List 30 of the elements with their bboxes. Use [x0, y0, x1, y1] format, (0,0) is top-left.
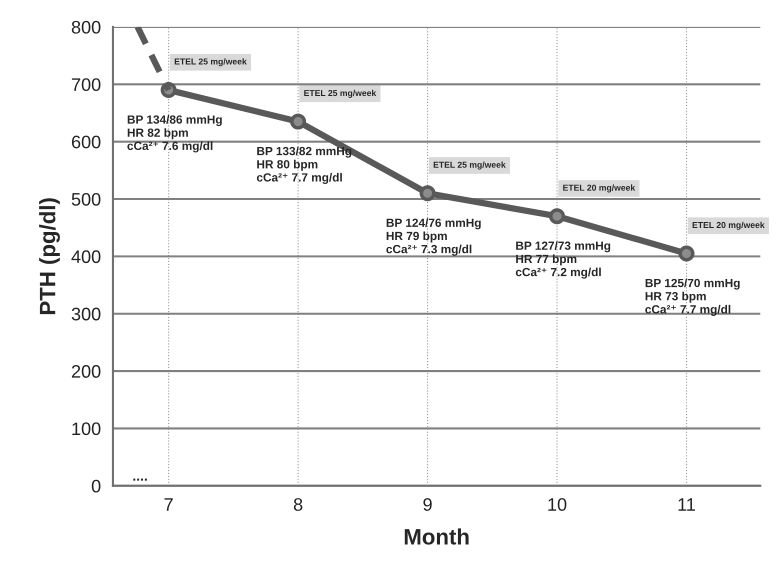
annotation: ETEL 20 mg/week [563, 184, 636, 192]
x-tick-label: 8 [294, 498, 302, 511]
annotation: ETEL 25 mg/week [304, 90, 376, 98]
y-tick-label: 100 [72, 422, 100, 436]
y-tick-label: 500 [72, 192, 100, 206]
x-tick-label: 11 [678, 498, 695, 511]
x-tick-label: 7 [164, 498, 173, 511]
y-tick-label: 600 [72, 136, 100, 148]
x-axis-title: Month [404, 528, 469, 545]
y-tick-label: 300 [72, 308, 100, 320]
point [678, 246, 694, 262]
y-tick-label: 200 [72, 365, 100, 378]
annotation: BP 124/76 mmHg HR 79 bpm cCa²⁺ 7.3 mg/dl [386, 218, 481, 256]
annotation: ETEL 25 mg/week [434, 161, 506, 170]
y-tick-label: 0 [92, 480, 100, 493]
point [420, 185, 436, 202]
annotation: BP 134/86 mmHg HR 82 bpm cCa²⁺ 7.6 mg/dl [127, 115, 222, 152]
point [290, 114, 306, 130]
y-tick-label: 800 [72, 20, 100, 34]
y-tick-label: 700 [72, 78, 100, 92]
x-tick-label: 9 [423, 498, 432, 511]
annotation: ETEL 25 mg/week [174, 58, 247, 66]
y-axis-title: PTH (pg/dl) [39, 198, 60, 314]
annotation: BP 127/73 mmHg HR 77 bpm cCa²⁺ 7.2 mg/dl [516, 241, 610, 279]
annotation: ETEL 20 mg/week [692, 222, 765, 230]
point [549, 208, 566, 224]
x-tick-label: 10 [548, 498, 566, 511]
annotation: .... [133, 478, 147, 481]
annotation: BP 133/82 mmHg HR 80 bpm cCa²⁺ 7.7 mg/dl [256, 146, 352, 184]
y-tick-label: 400 [71, 250, 100, 264]
